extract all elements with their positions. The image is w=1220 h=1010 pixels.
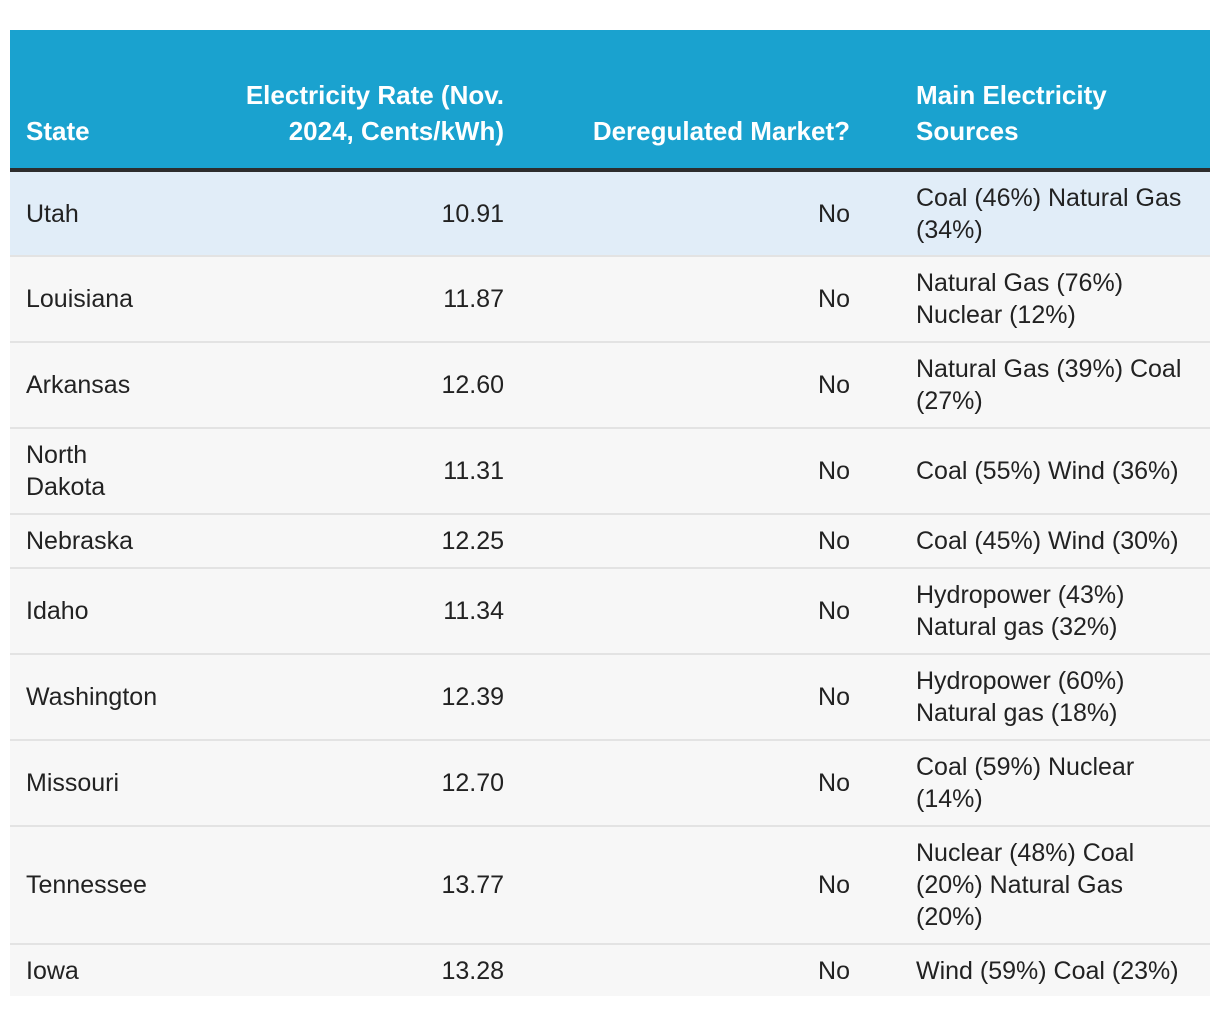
cell-rate: 11.87 bbox=[160, 256, 520, 343]
cell-sources: Coal (59%) Nuclear (14%) bbox=[866, 740, 1210, 827]
electricity-rates-table: State Electricity Rate (Nov. 2024, Cents… bbox=[10, 30, 1210, 996]
table-row: North Dakota 11.31 No Coal (55%) Wind (3… bbox=[10, 428, 1210, 515]
cell-sources: Coal (55%) Wind (36%) bbox=[866, 428, 1210, 515]
cell-state: Louisiana bbox=[10, 256, 160, 343]
table-row: Missouri 12.70 No Coal (59%) Nuclear (14… bbox=[10, 740, 1210, 827]
cell-state: Arkansas bbox=[10, 342, 160, 429]
cell-deregulated: No bbox=[520, 740, 866, 827]
table-header: State Electricity Rate (Nov. 2024, Cents… bbox=[10, 30, 1210, 170]
cell-deregulated: No bbox=[520, 826, 866, 945]
cell-deregulated: No bbox=[520, 568, 866, 655]
table-row: Nebraska 12.25 No Coal (45%) Wind (30%) bbox=[10, 514, 1210, 569]
cell-state: Idaho bbox=[10, 568, 160, 655]
header-row: State Electricity Rate (Nov. 2024, Cents… bbox=[10, 30, 1210, 170]
cell-rate: 12.60 bbox=[160, 342, 520, 429]
cell-rate: 10.91 bbox=[160, 170, 520, 257]
cell-rate: 11.34 bbox=[160, 568, 520, 655]
cell-rate: 12.39 bbox=[160, 654, 520, 741]
table-row: Louisiana 11.87 No Natural Gas (76%) Nuc… bbox=[10, 256, 1210, 343]
table-body: Utah 10.91 No Coal (46%) Natural Gas (34… bbox=[10, 170, 1210, 996]
table-row: Tennessee 13.77 No Nuclear (48%) Coal (2… bbox=[10, 826, 1210, 945]
cell-rate: 11.31 bbox=[160, 428, 520, 515]
cell-deregulated: No bbox=[520, 428, 866, 515]
cell-sources: Nuclear (48%) Coal (20%) Natural Gas (20… bbox=[866, 826, 1210, 945]
cell-state: Nebraska bbox=[10, 514, 160, 569]
cell-sources: Coal (46%) Natural Gas (34%) bbox=[866, 170, 1210, 257]
cell-state: Utah bbox=[10, 170, 160, 257]
cell-state: Missouri bbox=[10, 740, 160, 827]
table-row: Idaho 11.34 No Hydropower (43%) Natural … bbox=[10, 568, 1210, 655]
cell-rate: 13.28 bbox=[441, 956, 504, 985]
header-sources[interactable]: Main Electricity Sources bbox=[916, 80, 1107, 146]
table-row: Washington 12.39 No Hydropower (60%) Nat… bbox=[10, 654, 1210, 741]
cell-deregulated: No bbox=[520, 342, 866, 429]
cell-sources: Natural Gas (76%) Nuclear (12%) bbox=[866, 256, 1210, 343]
table-row: Utah 10.91 No Coal (46%) Natural Gas (34… bbox=[10, 170, 1210, 257]
header-state[interactable]: State bbox=[26, 116, 90, 146]
cell-sources: Wind (59%) Coal (23%) bbox=[916, 956, 1179, 985]
cell-deregulated: No bbox=[520, 654, 866, 741]
cell-sources: Natural Gas (39%) Coal (27%) bbox=[866, 342, 1210, 429]
cell-rate: 13.77 bbox=[160, 826, 520, 945]
cell-deregulated: No bbox=[520, 256, 866, 343]
header-deregulated[interactable]: Deregulated Market? bbox=[592, 116, 850, 146]
rates-table-container: State Electricity Rate (Nov. 2024, Cents… bbox=[10, 30, 1210, 996]
cell-deregulated: No bbox=[818, 956, 850, 985]
cell-state: Tennessee bbox=[10, 826, 160, 945]
cell-sources: Coal (45%) Wind (30%) bbox=[866, 514, 1210, 569]
cell-deregulated: No bbox=[520, 170, 866, 257]
cell-deregulated: No bbox=[520, 514, 866, 569]
cell-sources: Hydropower (43%) Natural gas (32%) bbox=[866, 568, 1210, 655]
cell-rate: 12.70 bbox=[160, 740, 520, 827]
cell-state: Iowa bbox=[26, 956, 79, 985]
cell-sources: Hydropower (60%) Natural gas (18%) bbox=[866, 654, 1210, 741]
cell-rate: 12.25 bbox=[160, 514, 520, 569]
table-row: Arkansas 12.60 No Natural Gas (39%) Coal… bbox=[10, 342, 1210, 429]
table-row: Iowa 13.28 No Wind (59%) Coal (23%) bbox=[10, 944, 1210, 996]
header-rate[interactable]: Electricity Rate (Nov. 2024, Cents/kWh) bbox=[245, 80, 504, 146]
cell-state: North Dakota bbox=[10, 428, 160, 515]
cell-state: Washington bbox=[10, 654, 160, 741]
